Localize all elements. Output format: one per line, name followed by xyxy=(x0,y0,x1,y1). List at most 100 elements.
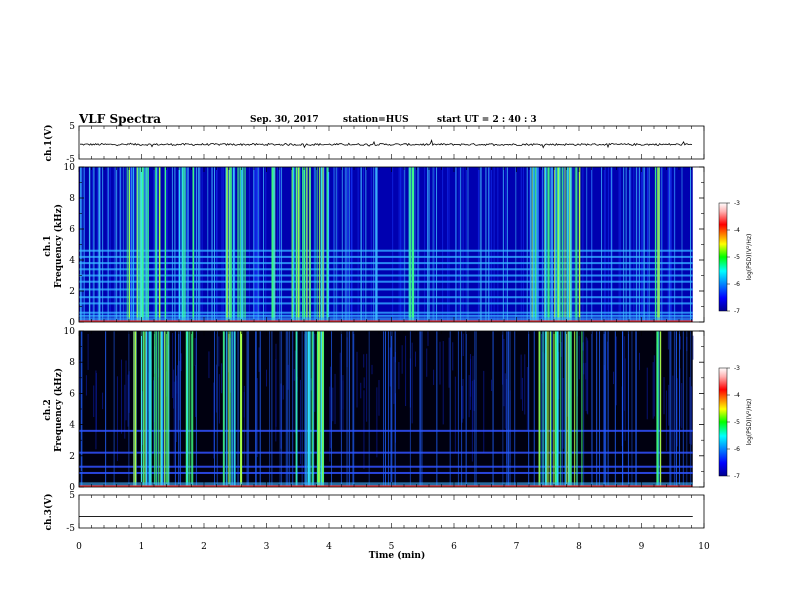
burst-stripe xyxy=(319,331,321,487)
noise-stripe xyxy=(587,340,589,415)
noise-stripe xyxy=(127,374,129,427)
burst-stripe xyxy=(154,167,157,322)
burst-stripe xyxy=(133,331,135,487)
noise-stripe xyxy=(565,167,567,322)
noise-stripe xyxy=(462,378,464,419)
sferic-spike xyxy=(427,167,429,322)
burst-stripe xyxy=(228,167,231,322)
sferic-spike xyxy=(344,167,346,322)
burst-stripe xyxy=(186,331,189,487)
sferic-spike xyxy=(341,167,343,322)
sferic-spike xyxy=(674,167,676,322)
sferic-spike xyxy=(346,167,348,322)
sferic-spike xyxy=(213,331,215,487)
sferic-spike xyxy=(301,331,303,487)
noise-stripe xyxy=(433,369,435,385)
sferic-spike xyxy=(474,331,476,487)
x-tick-label: 6 xyxy=(451,542,457,552)
noise-stripe xyxy=(653,355,655,417)
sferic-spike xyxy=(340,331,342,487)
colorbar-tick-label: -3 xyxy=(734,365,740,372)
burst-stripe xyxy=(144,331,146,487)
noise-stripe xyxy=(520,354,522,400)
burst-stripe xyxy=(185,331,188,487)
burst-stripe xyxy=(273,167,275,322)
sferic-spike xyxy=(515,167,517,322)
sferic-spike xyxy=(467,167,469,322)
ch1-colorbar: -3 -4 -5 -6 -7 log(PSD)(V²/Hz) xyxy=(718,200,753,315)
sferic-spike xyxy=(586,167,588,322)
burst-stripe xyxy=(576,331,578,487)
sferic-spike xyxy=(81,331,83,487)
noise-stripe xyxy=(398,167,400,322)
noise-stripe xyxy=(128,371,130,413)
burst-stripe xyxy=(570,331,572,487)
sferic-spike xyxy=(414,167,416,322)
x-tick-label: 0 xyxy=(76,542,82,552)
x-tick-label: 2 xyxy=(201,542,207,552)
colorbar-tick-label: -3 xyxy=(734,200,740,207)
burst-stripe xyxy=(128,167,131,322)
sferic-spike xyxy=(622,331,624,487)
sferic-spike xyxy=(682,331,684,487)
burst-stripe xyxy=(148,331,150,487)
sferic-spike xyxy=(599,331,601,487)
noise-stripe xyxy=(468,375,470,418)
burst-stripe xyxy=(542,331,544,487)
burst-stripe xyxy=(567,167,570,322)
sferic-spike xyxy=(506,167,508,322)
ch2-spectrogram-panel: 0 2 4 6 8 10 xyxy=(64,327,705,493)
emission-line xyxy=(79,274,693,277)
x-tick-label: 1 xyxy=(139,542,145,552)
noise-stripe xyxy=(610,167,612,322)
noise-stripe xyxy=(458,167,460,322)
colorbar-tick-label: -6 xyxy=(734,446,740,453)
noise-stripe xyxy=(85,375,87,396)
noise-stripe xyxy=(491,167,493,322)
sferic-spike xyxy=(488,167,490,322)
sferic-spike xyxy=(263,167,265,322)
burst-stripe xyxy=(311,331,313,487)
burst-stripe xyxy=(168,331,170,487)
burst-stripe xyxy=(304,167,306,322)
burst-stripe xyxy=(296,331,298,487)
burst-stripe xyxy=(295,167,297,322)
noise-stripe xyxy=(277,167,279,322)
burst-stripe xyxy=(306,167,308,322)
noise-stripe xyxy=(668,384,670,426)
burst-stripe xyxy=(549,331,551,487)
noise-stripe xyxy=(256,167,258,322)
sferic-spike xyxy=(248,331,250,487)
sferic-spike xyxy=(533,331,535,487)
sferic-spike xyxy=(461,331,463,487)
sferic-spike xyxy=(614,331,616,487)
emission-line xyxy=(79,296,693,299)
burst-stripe xyxy=(232,167,235,322)
sferic-spike xyxy=(179,331,181,487)
burst-stripe xyxy=(241,167,244,322)
noise-stripe xyxy=(642,167,644,322)
noise-stripe xyxy=(124,384,126,439)
sferic-spike xyxy=(174,167,176,322)
station-label: station=HUS xyxy=(343,115,409,125)
noise-stripe xyxy=(541,167,543,322)
sferic-spike xyxy=(551,331,553,487)
noise-stripe xyxy=(624,358,626,441)
noise-stripe xyxy=(401,345,403,374)
noise-stripe xyxy=(522,377,524,411)
noise-stripe xyxy=(323,167,325,322)
noise-stripe xyxy=(363,390,365,470)
burst-stripe xyxy=(558,167,560,322)
sferic-spike xyxy=(365,167,367,322)
burst-stripe xyxy=(309,167,311,322)
burst-stripe xyxy=(229,167,231,322)
noise-stripe xyxy=(124,167,126,322)
colorbar-tick-label: -4 xyxy=(734,227,740,234)
y-tick-label: 5 xyxy=(69,122,75,132)
burst-stripe xyxy=(226,167,228,322)
burst-stripe xyxy=(141,167,144,322)
sferic-spike xyxy=(542,167,544,322)
sferic-spike xyxy=(556,167,558,322)
sferic-spike xyxy=(255,331,257,487)
noise-stripe xyxy=(370,167,372,322)
